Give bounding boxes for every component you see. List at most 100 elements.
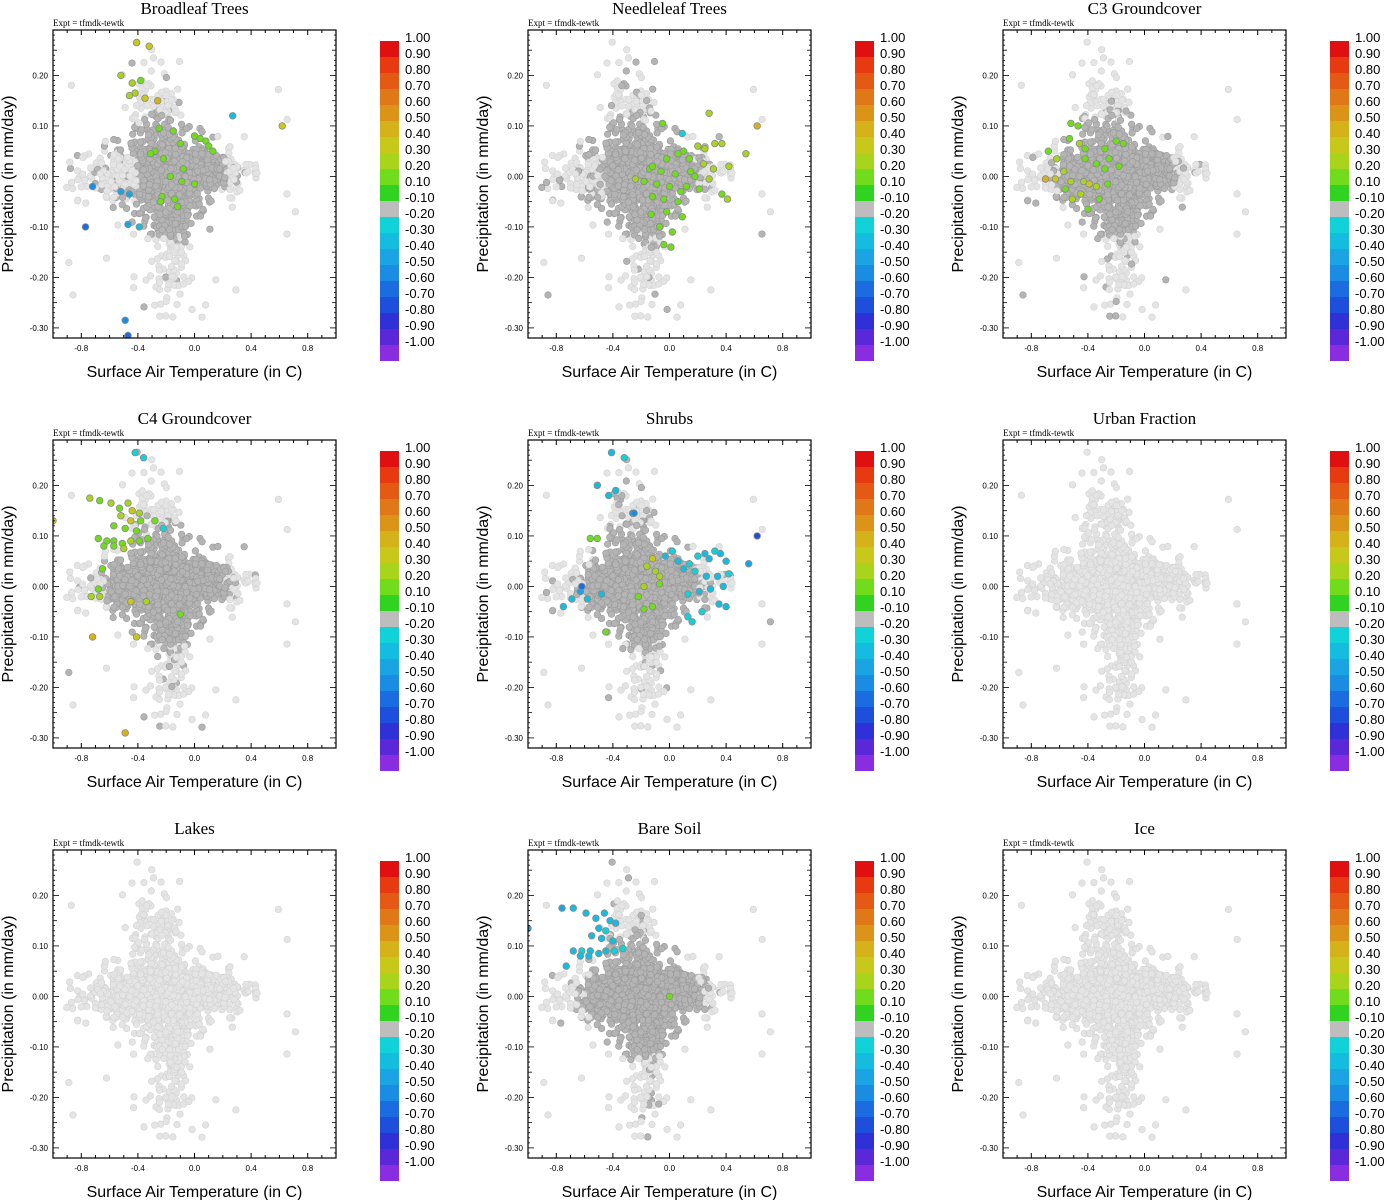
colorbar-swatch <box>1330 281 1349 297</box>
colored-point <box>1084 205 1092 213</box>
colorbar-label: -0.30 <box>880 222 910 237</box>
colorbar-swatch <box>1330 313 1349 329</box>
colorbar-label: -0.80 <box>405 302 435 317</box>
colored-point <box>657 167 665 176</box>
colored-point <box>1092 182 1101 191</box>
scatter-point <box>604 230 613 238</box>
scatter-point <box>291 208 300 216</box>
colored-point <box>173 202 182 211</box>
scatter-point <box>1108 226 1116 234</box>
x-tick-label: -0.8 <box>549 344 563 353</box>
colored-point <box>156 197 165 206</box>
scatter-point <box>162 178 170 186</box>
scatter-point <box>646 220 654 228</box>
scatter-point <box>620 180 629 189</box>
colored-point <box>117 187 125 196</box>
scatter-point <box>157 166 165 174</box>
scatter-point <box>198 150 206 158</box>
expt-label: Expt = tfmdk-tewtk <box>528 18 600 28</box>
scatter-point <box>1086 138 1094 146</box>
scatter-point <box>128 167 136 175</box>
scatter-point <box>158 141 166 149</box>
colored-point <box>718 190 726 198</box>
scatter-point <box>178 129 186 137</box>
scatter-point <box>96 170 104 178</box>
scatter-point <box>184 211 192 219</box>
scatter-point <box>195 200 203 208</box>
scatter-point <box>650 57 659 66</box>
scatter-point <box>146 272 154 280</box>
colorbar-label: -0.80 <box>880 302 910 317</box>
scatter-point <box>1079 130 1087 138</box>
scatter-point <box>1090 58 1098 67</box>
scatter-point <box>715 133 723 141</box>
scatter-point <box>111 183 119 191</box>
colorbar-label: 0.70 <box>405 78 430 93</box>
scatter-point <box>148 257 156 265</box>
scatter-point <box>142 276 150 284</box>
x-tick-label: -0.8 <box>1024 344 1038 353</box>
colored-point <box>687 167 695 176</box>
scatter-point <box>1148 313 1156 321</box>
scatter-point <box>1053 187 1061 195</box>
scatter-point <box>1123 208 1132 216</box>
scatter-point <box>1091 214 1100 222</box>
scatter-point <box>622 139 630 147</box>
colorbar-label: -0.20 <box>880 206 910 221</box>
colorbar-label: -0.10 <box>880 190 910 205</box>
scatter-point <box>661 202 669 210</box>
colorbar-swatch <box>855 313 874 329</box>
scatter-point <box>591 146 600 154</box>
colorbar-label: -1.00 <box>405 334 435 349</box>
colorbar-label: 0.50 <box>880 110 905 125</box>
colorbar-label: 1.00 <box>880 30 905 45</box>
colorbar-label: -0.90 <box>405 318 435 333</box>
scatter-point <box>1064 221 1072 229</box>
scatter-point <box>222 157 230 165</box>
scatter-point <box>1122 243 1130 251</box>
colorbar-swatch <box>855 153 874 169</box>
scatter-point <box>155 278 164 286</box>
colored-point <box>125 91 134 100</box>
colorbar-swatch <box>855 73 874 89</box>
scatter-point <box>634 129 643 137</box>
scatter-point <box>1106 312 1114 320</box>
scatter-point <box>65 258 73 267</box>
scatter-point <box>162 297 170 306</box>
scatter-point <box>624 198 633 206</box>
scatter-point <box>216 165 224 173</box>
colorbar-swatch <box>1330 265 1349 281</box>
scatter-point <box>193 167 202 175</box>
colored-point <box>725 162 733 170</box>
scatter-point <box>116 146 125 154</box>
scatter-point <box>1110 234 1118 243</box>
colorbar-swatch <box>380 105 399 121</box>
scatter-point <box>198 128 206 136</box>
colored-point <box>1044 147 1052 155</box>
scatter-point <box>242 160 250 169</box>
scatter-point <box>701 194 709 202</box>
scatter-point <box>637 297 645 306</box>
colorbar-label: -0.20 <box>405 206 435 221</box>
scatter-point <box>1066 146 1075 154</box>
colored-point <box>663 155 671 163</box>
scatter-point <box>110 135 118 144</box>
scatter-point <box>573 181 581 189</box>
scatter-point <box>1112 73 1120 82</box>
colorbar-label: 0.70 <box>880 78 905 93</box>
scatter-point <box>615 303 623 311</box>
colored-point <box>742 149 750 158</box>
colored-point <box>1053 155 1061 163</box>
scatter-point <box>681 225 689 233</box>
scatter-point <box>180 280 188 288</box>
scatter-point <box>175 98 183 106</box>
scatter-point <box>554 153 562 161</box>
scatter-point <box>162 91 170 99</box>
scatter-point <box>1233 115 1241 124</box>
scatter-point <box>150 213 158 221</box>
scatter-point <box>1107 97 1115 105</box>
colorbar-label: 0.80 <box>405 62 430 77</box>
scatter-point <box>172 150 180 159</box>
scatter-point <box>1088 77 1096 85</box>
